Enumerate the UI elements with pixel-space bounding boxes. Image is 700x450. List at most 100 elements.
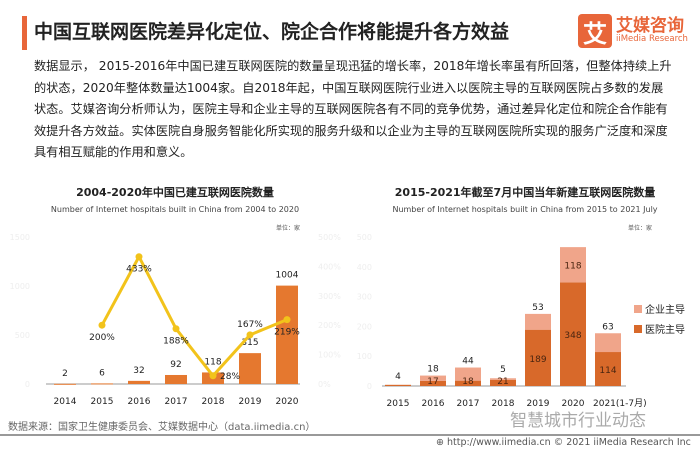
chart2-hospital-label: 348 [564, 331, 581, 341]
chart2-bar-enterprise [525, 313, 551, 330]
watermark: 智慧城市行业动态 [510, 411, 646, 431]
data-source: 数据来源：国家卫生健康委员会、艾媒数据中心（data.iimedia.cn） [8, 422, 316, 433]
logo-en: iiMedia Research [616, 34, 688, 45]
chart2-enterprise-label: 118 [564, 262, 581, 272]
legend-enterprise-swatch [634, 305, 642, 313]
chart1-bar [165, 374, 187, 384]
chart2-bar-enterprise [490, 378, 516, 380]
chart1-xtick: 2014 [54, 397, 77, 407]
logo-mark: 艾 [578, 14, 612, 48]
chart2-hospital-label: 18 [462, 377, 474, 387]
chart1-growth-label: 219% [274, 328, 300, 338]
chart1-bar-label: 32 [133, 366, 144, 376]
page-title: 中国互联网医院差异化定位、院企合作将能提升各方效益 [34, 21, 510, 43]
chart2-enterprise-label: 63 [602, 322, 613, 332]
logo-cn: 艾媒咨询 [616, 16, 684, 37]
chart1-y2tick: 200% [318, 321, 341, 330]
chart2-hospital-label: 4 [395, 372, 401, 382]
chart1-growth-point [209, 372, 217, 380]
legend-hospital-label: 医院主导 [645, 323, 685, 336]
chart1-bar [276, 285, 298, 384]
chart2-ytick: 200 [357, 322, 372, 331]
chart2-xtick: 2021(1-7月) [593, 398, 647, 409]
chart2-hospital-label: 114 [599, 366, 616, 376]
chart1-y2tick: 400% [318, 262, 341, 271]
chart2-enterprise-label: 5 [500, 365, 506, 375]
chart1-bar-label: 2 [62, 369, 68, 379]
legend-enterprise-label: 企业主导 [645, 303, 685, 316]
chart2-bar-enterprise [455, 367, 481, 381]
chart2-enterprise-label: 53 [532, 303, 543, 313]
chart2-hospital-label: 189 [529, 355, 546, 365]
chart1-ytick: 1000 [10, 282, 30, 291]
chart1-growth-label: 28% [220, 372, 240, 382]
chart1-ytick: 500 [15, 331, 30, 340]
chart1-xtick: 2017 [165, 397, 188, 407]
chart2-bar-hospital [525, 329, 551, 386]
chart2-bar-hospital [455, 380, 481, 386]
chart1-xtick: 2019 [239, 397, 262, 407]
chart2-hospital-label: 17 [427, 377, 438, 387]
chart1-growth-point [283, 316, 291, 324]
chart1-xtick: 2018 [202, 397, 225, 407]
chart2-enterprise-label: 44 [462, 357, 474, 367]
logo: 艾 艾媒咨询 iiMedia Research [578, 14, 688, 48]
chart2-xtick: 2020 [562, 399, 585, 409]
chart2-enterprise-label: 18 [427, 365, 439, 375]
chart1-bar-label: 1004 [276, 271, 299, 281]
chart1-growth-point [172, 325, 180, 333]
chart1-bar [239, 353, 261, 384]
chart2-bar-hospital [420, 380, 446, 386]
chart2-bar-hospital [595, 352, 621, 386]
chart1-bar [91, 383, 113, 385]
chart2-ytick: 400 [357, 263, 372, 272]
chart1-y2tick: 500% [318, 233, 341, 242]
chart1-bar [54, 383, 76, 385]
chart1-xtick: 2016 [128, 397, 151, 407]
chart2-xtick: 2019 [527, 399, 550, 409]
chart2-bar-hospital [385, 384, 411, 386]
chart2-subtitle: Number of Internet hospitals built in Ch… [392, 205, 657, 214]
chart1-growth-label: 433% [126, 265, 152, 275]
chart1-xtick: 2015 [91, 397, 114, 407]
chart2-ytick: 100 [357, 352, 372, 361]
chart1-ytick: 0 [25, 380, 30, 389]
legend-hospital-swatch [634, 325, 642, 333]
chart2-ytick: 0 [367, 382, 372, 391]
title-accent-bar [22, 16, 27, 50]
chart2-bar-hospital [490, 379, 516, 386]
chart1-y2tick: 0% [318, 380, 331, 389]
chart1-bar [128, 380, 150, 384]
chart2-bar-enterprise [560, 247, 586, 283]
chart1-title: 2004-2020年中国已建互联网医院数量 [76, 185, 274, 199]
chart1-growth-line [100, 253, 288, 379]
chart1-subtitle: Number of Internet hospitals built in Ch… [51, 205, 299, 214]
chart1-bar-label: 118 [204, 357, 221, 367]
chart1-xtick: 2020 [276, 397, 299, 407]
summary-paragraph: 数据显示， 2015-2016年中国已建互联网医院的数量呈现迅猛的增长率，201… [34, 59, 672, 160]
chart2-bar-enterprise [420, 375, 446, 381]
chart2-ytick: 300 [357, 293, 372, 302]
chart1-bar-label: 6 [99, 368, 105, 378]
chart1-growth-label: 200% [89, 333, 115, 343]
chart1-y2tick: 300% [318, 292, 341, 301]
chart2-title: 2015-2021年截至7月中国当年新建互联网医院数量 [395, 185, 655, 199]
chart2-unit: 单位：家 [628, 224, 652, 232]
chart1-growth-label: 167% [237, 320, 263, 330]
chart2-xtick: 2017 [457, 399, 480, 409]
chart1-bar-label: 92 [170, 360, 181, 370]
chart1-bar-label: 315 [241, 338, 258, 348]
chart1-unit: 单位：家 [276, 224, 300, 232]
chart1-growth-point [98, 321, 106, 329]
divider [0, 434, 700, 436]
chart1-growth-point [246, 331, 254, 339]
chart2-xtick: 2015 [387, 399, 410, 409]
chart2-xtick: 2016 [422, 399, 445, 409]
footer: ⊕ http://www.iimedia.cn © 2021 iiMedia R… [436, 437, 691, 448]
chart2-ytick: 500 [357, 233, 372, 242]
chart1-growth-label: 188% [163, 337, 189, 347]
chart1-y2tick: 100% [318, 351, 341, 360]
chart2-xtick: 2018 [492, 399, 515, 409]
chart1-growth-point [135, 253, 143, 261]
